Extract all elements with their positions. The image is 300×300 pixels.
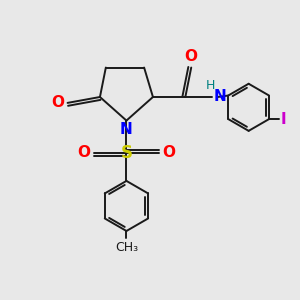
Text: N: N xyxy=(213,89,226,104)
Text: H: H xyxy=(206,79,215,92)
Text: O: O xyxy=(162,146,176,160)
Text: S: S xyxy=(120,144,132,162)
Text: O: O xyxy=(51,95,64,110)
Text: O: O xyxy=(77,146,91,160)
Text: O: O xyxy=(185,49,198,64)
Text: I: I xyxy=(281,112,286,127)
Text: CH₃: CH₃ xyxy=(115,241,138,254)
Text: N: N xyxy=(120,122,133,137)
